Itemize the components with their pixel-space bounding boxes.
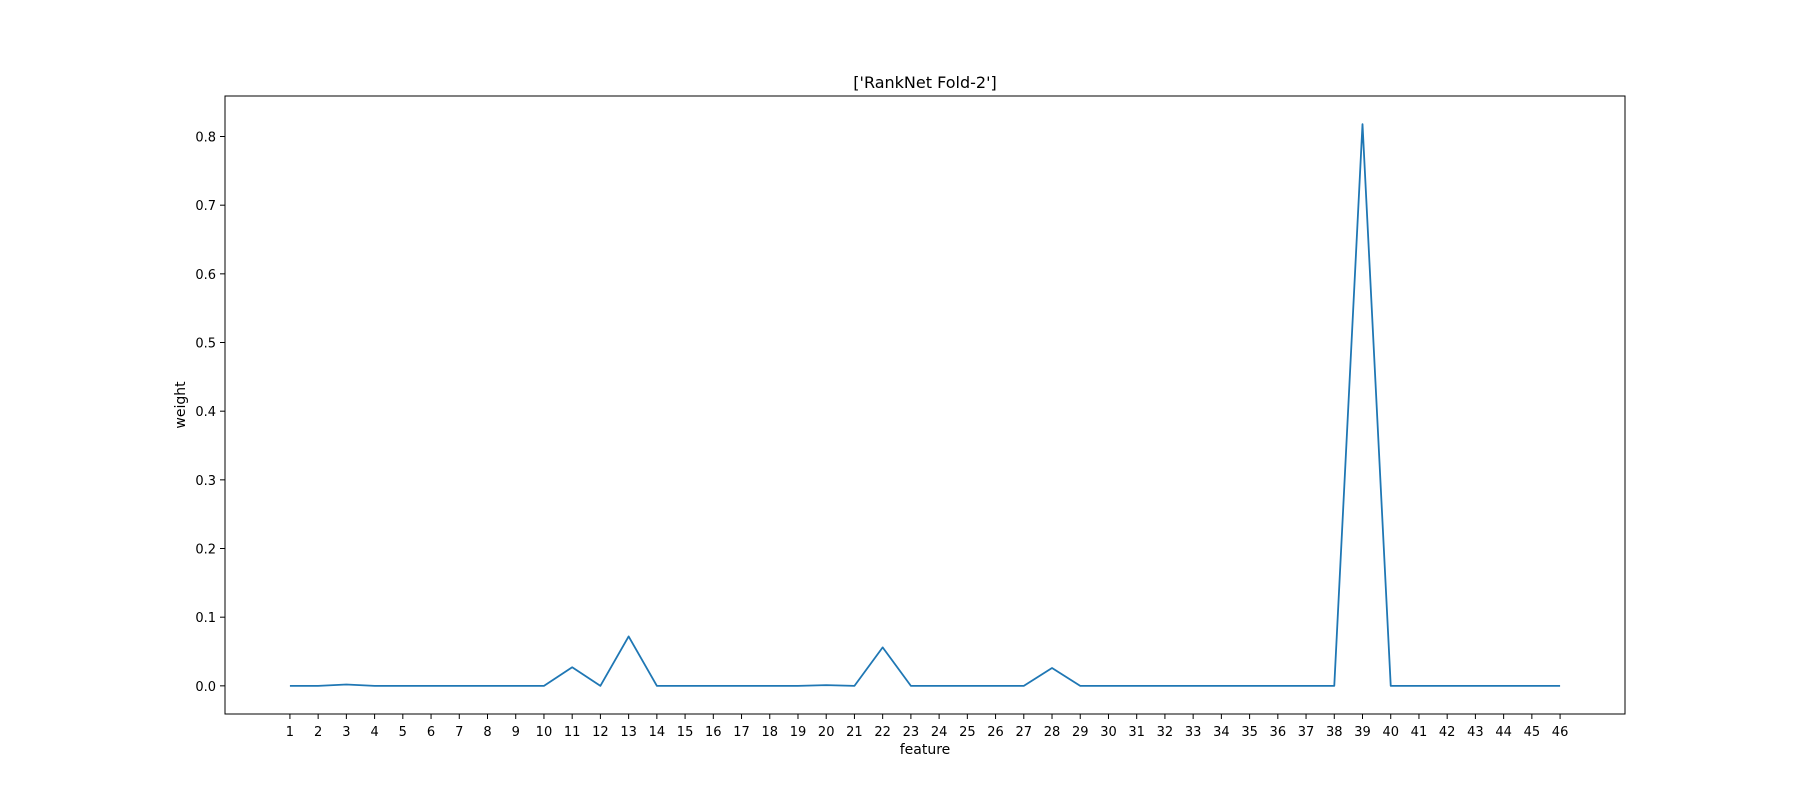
x-tick-label: 4	[370, 725, 378, 740]
chart-title: ['RankNet Fold-2']	[853, 73, 996, 92]
y-tick-label: 0.8	[195, 131, 216, 146]
x-tick-label: 15	[677, 725, 694, 740]
x-tick-label: 20	[818, 725, 835, 740]
y-axis-label: weight	[173, 381, 189, 429]
x-tick-label: 16	[705, 725, 722, 740]
x-tick-label: 3	[342, 725, 350, 740]
x-axis-ticks: 1 2 3 4 5 6 7 8 9 10 11 12 13 14 15 16 17 18 19 20 21 22 23 24 2…	[286, 714, 1569, 740]
x-tick-label: 27	[1016, 725, 1033, 740]
x-tick-label: 26	[987, 725, 1004, 740]
x-tick-label: 24	[931, 725, 948, 740]
x-tick-label: 32	[1157, 725, 1174, 740]
x-tick-label: 44	[1495, 725, 1512, 740]
series-line	[289, 123, 1561, 687]
x-tick-label: 38	[1326, 725, 1343, 740]
x-tick-label: 45	[1524, 725, 1541, 740]
x-tick-label: 21	[846, 725, 863, 740]
x-tick-label: 22	[874, 725, 891, 740]
x-axis-label: feature	[900, 742, 951, 758]
y-tick-label: 0.4	[195, 405, 216, 420]
x-tick-label: 40	[1382, 725, 1399, 740]
x-tick-label: 46	[1552, 725, 1569, 740]
y-tick-label: 0.0	[195, 680, 216, 695]
x-tick-label: 28	[1044, 725, 1061, 740]
x-tick-label: 18	[761, 725, 778, 740]
y-tick-label: 0.5	[195, 337, 216, 352]
x-tick-label: 12	[592, 725, 609, 740]
x-tick-label: 6	[427, 725, 435, 740]
x-tick-label: 23	[903, 725, 920, 740]
x-tick-label: 5	[399, 725, 407, 740]
y-axis-ticks: 0.0 0.1 0.2 0.3 0.4 0.5 0.6 0.7 0.8	[195, 131, 225, 695]
x-tick-label: 29	[1072, 725, 1089, 740]
y-tick-label: 0.6	[195, 268, 216, 283]
y-tick-label: 0.2	[195, 543, 216, 558]
x-tick-label: 34	[1213, 725, 1230, 740]
x-tick-label: 8	[483, 725, 491, 740]
x-tick-label: 13	[620, 725, 637, 740]
x-tick-label: 35	[1241, 725, 1258, 740]
x-tick-label: 43	[1467, 725, 1484, 740]
x-tick-label: 37	[1298, 725, 1315, 740]
y-tick-label: 0.7	[195, 199, 216, 214]
y-tick-label: 0.3	[195, 474, 216, 489]
x-tick-label: 25	[959, 725, 976, 740]
x-tick-label: 33	[1185, 725, 1202, 740]
x-tick-label: 17	[733, 725, 750, 740]
x-tick-label: 7	[455, 725, 463, 740]
x-tick-label: 19	[790, 725, 807, 740]
x-tick-label: 9	[512, 725, 520, 740]
x-tick-label: 2	[314, 725, 322, 740]
x-tick-label: 42	[1439, 725, 1456, 740]
x-tick-label: 14	[649, 725, 666, 740]
y-tick-label: 0.1	[195, 611, 216, 626]
x-tick-label: 36	[1270, 725, 1287, 740]
series-layer	[289, 123, 1561, 687]
x-tick-label: 11	[564, 725, 581, 740]
x-tick-label: 10	[536, 725, 553, 740]
x-tick-label: 30	[1100, 725, 1117, 740]
plot-frame	[224, 95, 1626, 715]
x-tick-label: 31	[1128, 725, 1145, 740]
x-tick-label: 41	[1411, 725, 1428, 740]
x-tick-label: 39	[1354, 725, 1371, 740]
x-tick-label: 1	[286, 725, 294, 740]
